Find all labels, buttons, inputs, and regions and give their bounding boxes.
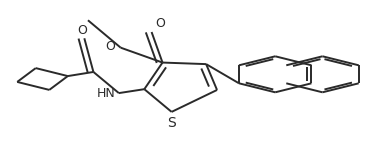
- Text: O: O: [105, 40, 115, 53]
- Text: O: O: [78, 24, 88, 37]
- Text: O: O: [155, 17, 165, 30]
- Text: S: S: [167, 116, 176, 130]
- Text: HN: HN: [96, 87, 115, 100]
